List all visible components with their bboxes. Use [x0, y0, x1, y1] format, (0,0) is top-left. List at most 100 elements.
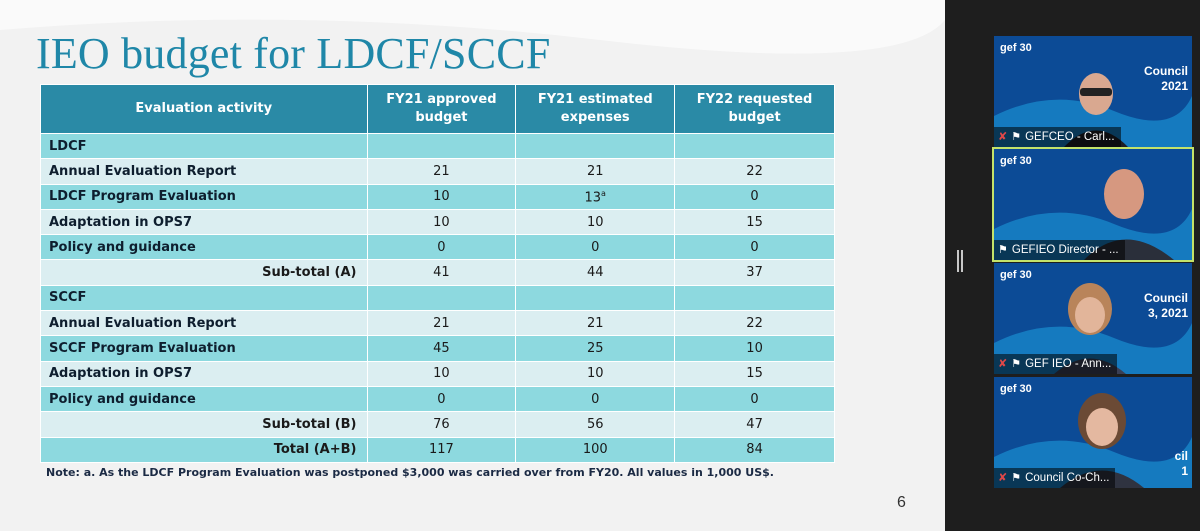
activity-cell: LDCF Program Evaluation	[40, 183, 368, 210]
value-cell: 84	[674, 436, 835, 463]
banner-text: 3, 2021	[1147, 306, 1188, 320]
value-cell: 25	[515, 335, 676, 362]
header-activity: Evaluation activity	[40, 84, 368, 134]
table-cell	[366, 284, 517, 312]
presentation-slide: IEO budget for LDCF/SCCF Evaluation acti…	[0, 0, 945, 531]
section-row-sccf: SCCF	[40, 284, 835, 312]
value-cell: 0	[674, 234, 835, 261]
subtotal-row-a: Sub-total (A) 41 44 37	[40, 259, 835, 286]
gef-logo: gef 30	[1000, 42, 1032, 54]
header-fy21-estimated: FY21 estimated expenses	[515, 84, 676, 134]
value-cell: 15	[674, 208, 835, 236]
participant-tile-1[interactable]: gef 30 Council 2021 ✘ ⚑ GEFCEO - Carl...	[994, 36, 1192, 147]
total-label: Total (A+B)	[40, 436, 368, 463]
activity-cell: Policy and guidance	[40, 385, 368, 413]
table-row: Adaptation in OPS7 10 10 15	[40, 208, 835, 236]
value-cell: 100	[515, 436, 676, 463]
section-label: SCCF	[40, 284, 368, 312]
budget-table: Evaluation activity FY21 approved budget …	[40, 84, 835, 463]
table-header-row: Evaluation activity FY21 approved budget …	[40, 84, 835, 134]
section-label: LDCF	[40, 132, 368, 160]
gef-logo: gef 30	[1000, 383, 1032, 395]
value-cell: 76	[366, 411, 517, 438]
value-cell: 10	[515, 360, 676, 387]
value-cell: 45	[366, 335, 517, 362]
value-cell: 13a	[515, 183, 676, 210]
participant-tile-4[interactable]: gef 30 cil 1 ✘ ⚑ Council Co-Ch...	[994, 377, 1192, 488]
table-cell	[366, 132, 517, 160]
mic-off-icon: ✘	[998, 358, 1008, 370]
value-cell: 0	[366, 385, 517, 413]
value-text: 13	[584, 189, 602, 205]
value-cell: 117	[366, 436, 517, 463]
activity-cell: Policy and guidance	[40, 234, 368, 261]
participant-name: GEFIEO Director - ...	[1011, 244, 1119, 256]
banner-text: Council	[1144, 64, 1188, 78]
subtotal-label: Sub-total (A)	[40, 259, 368, 286]
pin-icon: ⚑	[1011, 358, 1022, 370]
table-note: Note: a. As the LDCF Program Evaluation …	[46, 466, 774, 479]
gef-logo: gef 30	[1000, 155, 1032, 167]
pin-icon: ⚑	[1011, 131, 1022, 143]
participant-name-bar: ✘ ⚑ Council Co-Ch...	[994, 468, 1116, 488]
value-cell: 21	[515, 310, 676, 337]
table-row: SCCF Program Evaluation 45 25 10	[40, 335, 835, 362]
value-cell: 22	[674, 158, 835, 185]
value-cell: 0	[674, 385, 835, 413]
value-cell: 56	[515, 411, 676, 438]
value-cell: 44	[515, 259, 676, 286]
gef-logo: gef 30	[1000, 269, 1032, 281]
activity-cell: SCCF Program Evaluation	[40, 335, 368, 362]
header-text: FY22 requested	[696, 92, 813, 107]
table-row: Adaptation in OPS7 10 10 15	[40, 360, 835, 387]
activity-cell: Adaptation in OPS7	[40, 208, 368, 236]
participant-name: GEF IEO - Ann...	[1025, 358, 1112, 370]
value-cell: 22	[674, 310, 835, 337]
header-fy21-approved: FY21 approved budget	[366, 84, 517, 134]
table-row: Policy and guidance 0 0 0	[40, 234, 835, 261]
resize-handle[interactable]	[957, 250, 965, 272]
header-text: FY21 approved	[386, 92, 497, 107]
page-number: 6	[897, 494, 906, 511]
footnote-marker: a	[601, 188, 606, 198]
header-fy22-requested: FY22 requested budget	[674, 84, 835, 134]
header-text: FY21 estimated	[537, 92, 653, 107]
table-row: LDCF Program Evaluation 10 13a 0	[40, 183, 835, 210]
activity-cell: Annual Evaluation Report	[40, 158, 368, 185]
slide-title: IEO budget for LDCF/SCCF	[36, 29, 551, 78]
value-cell: 21	[366, 158, 517, 185]
section-row-ldcf: LDCF	[40, 132, 835, 160]
value-cell: 47	[674, 411, 835, 438]
table-row: Annual Evaluation Report 21 21 22	[40, 158, 835, 185]
slide-decoration	[0, 0, 945, 54]
header-text: expenses	[560, 110, 630, 125]
table-row: Policy and guidance 0 0 0	[40, 385, 835, 413]
banner-text: 1	[1181, 464, 1188, 478]
value-cell: 10	[366, 360, 517, 387]
value-cell: 10	[515, 208, 676, 236]
value-cell: 10	[674, 335, 835, 362]
participant-tile-3[interactable]: gef 30 Council 3, 2021 ✘ ⚑ GEF IEO - Ann.…	[994, 263, 1192, 374]
value-cell: 41	[366, 259, 517, 286]
value-cell: 15	[674, 360, 835, 387]
value-cell: 37	[674, 259, 835, 286]
total-row: Total (A+B) 117 100 84	[40, 436, 835, 463]
council-banner: Council 3, 2021	[1144, 291, 1188, 321]
participant-name: GEFCEO - Carl...	[1025, 131, 1115, 143]
participant-tile-2[interactable]: gef 30 ⚑ GEFIEO Director - ...	[992, 147, 1194, 262]
value-cell: 0	[674, 183, 835, 210]
value-cell: 21	[366, 310, 517, 337]
value-cell: 0	[515, 234, 676, 261]
banner-text: Council	[1144, 291, 1188, 305]
participant-name-bar: ✘ ⚑ GEFCEO - Carl...	[994, 127, 1121, 147]
participant-name: Council Co-Ch...	[1025, 472, 1110, 484]
header-text: budget	[728, 110, 781, 125]
subtotal-label: Sub-total (B)	[40, 411, 368, 438]
pin-icon: ⚑	[998, 244, 1008, 256]
banner-text: 2021	[1161, 79, 1188, 93]
table-row: Annual Evaluation Report 21 21 22	[40, 310, 835, 337]
value-cell: 21	[515, 158, 676, 185]
activity-cell: Adaptation in OPS7	[40, 360, 368, 387]
banner-text: cil	[1174, 449, 1188, 463]
mic-off-icon: ✘	[998, 131, 1008, 143]
